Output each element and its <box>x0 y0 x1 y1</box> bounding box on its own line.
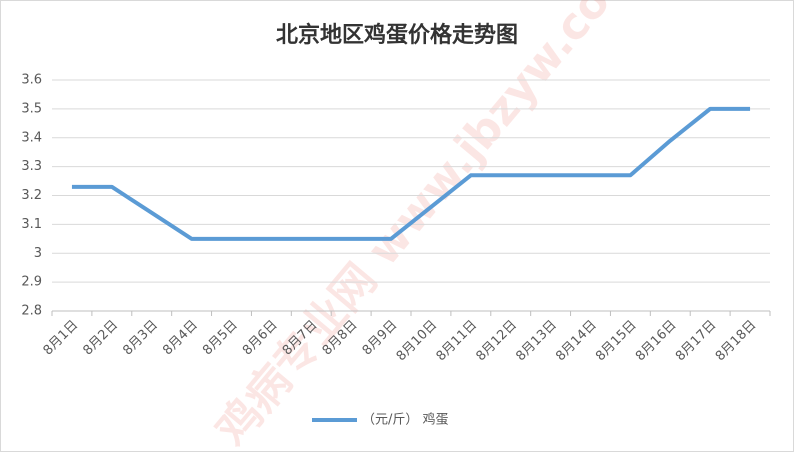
y-tick-label: 3.4 <box>21 130 42 145</box>
y-tick-label: 3.3 <box>21 159 42 174</box>
data-line <box>71 106 751 241</box>
chart-title: 北京地区鸡蛋价格走势图 <box>276 22 518 48</box>
legend-label: （元/斤） 鸡蛋 <box>362 412 449 428</box>
y-tick-label: 3.1 <box>21 217 42 232</box>
y-tick-label: 3.6 <box>21 73 42 88</box>
y-tick-label: 3 <box>34 246 42 261</box>
y-tick-label: 2.8 <box>21 304 42 319</box>
y-tick-label: 3.2 <box>21 188 42 203</box>
y-tick-label: 3.5 <box>21 101 42 116</box>
y-tick-label: 2.9 <box>21 275 42 290</box>
